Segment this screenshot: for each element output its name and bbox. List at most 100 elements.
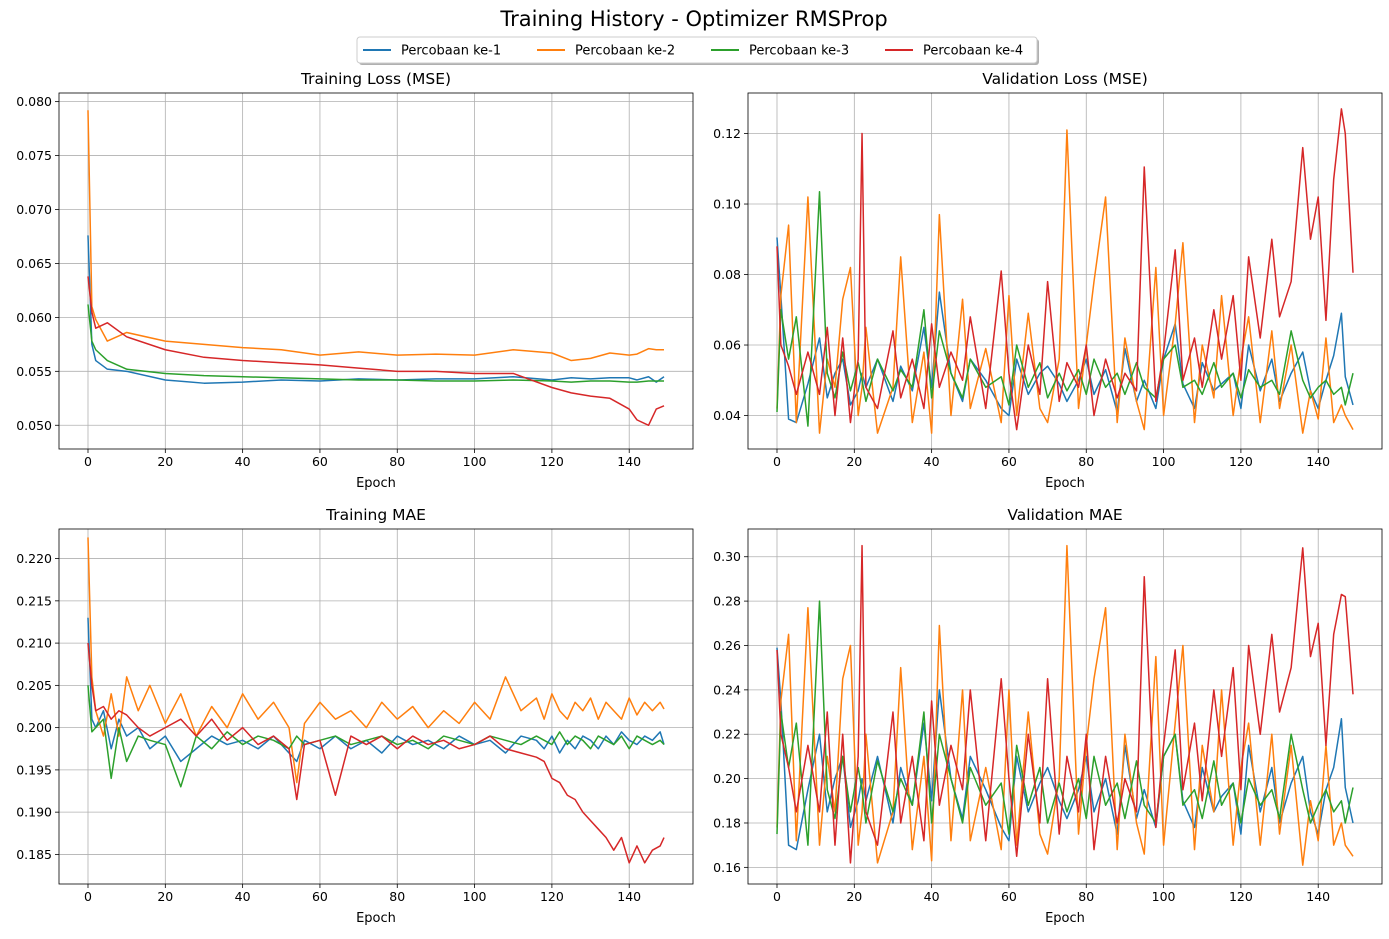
- series-line-4: [87, 643, 665, 864]
- legend-label: Percobaan ke-3: [749, 44, 849, 59]
- y-tick-label: 0.190: [16, 805, 52, 820]
- legend-box: [356, 36, 1038, 64]
- axes-frame: [58, 528, 694, 885]
- subplot-title: Training MAE: [325, 506, 426, 524]
- x-tick-label: 120: [1229, 454, 1253, 469]
- series-group: [776, 108, 1354, 434]
- series-line-2: [776, 129, 1354, 434]
- y-tick-label: 0.080: [16, 94, 52, 109]
- x-tick-label: 60: [1001, 889, 1017, 904]
- subplot-2: 0 20 40 60 80 100 120 140 0.04 0.06 0.08 0.10 0.12 Va…: [713, 70, 1383, 491]
- x-tick-label: 40: [235, 454, 251, 469]
- x-tick-label: 140: [1306, 889, 1330, 904]
- legend-entry: Percobaan ke-1: [363, 44, 501, 59]
- axes-frame: [747, 92, 1383, 450]
- grid: [59, 529, 693, 884]
- series-line-1: [776, 237, 1354, 424]
- x-tick-label: 100: [463, 454, 487, 469]
- y-tick-label: 0.20: [713, 771, 741, 786]
- x-tick-label: 0: [84, 454, 92, 469]
- x-tick-label: 0: [84, 889, 92, 904]
- x-tick-label: 80: [389, 454, 405, 469]
- legend: Percobaan ke-1 Percobaan ke-2 Percobaan ke…: [356, 36, 1039, 65]
- y-tick-label: 0.220: [16, 551, 52, 566]
- x-tick-label: 20: [157, 454, 173, 469]
- x-axis-label: Epoch: [1045, 476, 1085, 491]
- x-tick-label: 20: [846, 889, 862, 904]
- legend-entry: Percobaan ke-2: [537, 44, 675, 59]
- x-axis-label: Epoch: [1045, 911, 1085, 926]
- x-tick-label: 0: [773, 889, 781, 904]
- grid: [59, 93, 693, 449]
- y-tick-label: 0.24: [713, 682, 741, 697]
- subplot-1: 0 20 40 60 80 100 120 140 0.050 0.055 0.060 0.065 0.…: [16, 70, 694, 491]
- y-tick-label: 0.055: [16, 364, 52, 379]
- y-tick-label: 0.18: [713, 815, 741, 830]
- y-tick-label: 0.16: [713, 860, 741, 875]
- x-tick-label: 140: [617, 889, 641, 904]
- series-line-3: [776, 600, 1354, 846]
- x-axis-label: Epoch: [356, 476, 396, 491]
- y-tick-label: 0.28: [713, 594, 741, 609]
- subplot-3: 0 20 40 60 80 100 120 140 0.185 0.190 0.195 0.200 0.…: [16, 506, 694, 926]
- series-line-4: [776, 108, 1354, 431]
- legend-label: Percobaan ke-1: [401, 44, 501, 59]
- y-tick-label: 0.26: [713, 638, 741, 653]
- series-line-3: [776, 190, 1354, 427]
- y-tick-label: 0.04: [713, 408, 741, 423]
- series-line-4: [776, 544, 1354, 864]
- x-axis-label: Epoch: [356, 911, 396, 926]
- x-tick-label: 100: [1152, 454, 1176, 469]
- legend-entry: Percobaan ke-4: [885, 44, 1023, 59]
- legend-label: Percobaan ke-2: [575, 44, 675, 59]
- y-tick-label: 0.060: [16, 310, 52, 325]
- figure-title: Training History - Optimizer RMSProp: [499, 7, 887, 31]
- y-tick-label: 0.12: [713, 126, 741, 141]
- axes-frame: [747, 528, 1383, 885]
- x-tick-label: 120: [1229, 889, 1253, 904]
- y-tick-label: 0.050: [16, 418, 52, 433]
- series-line-4: [87, 276, 665, 427]
- x-tick-label: 120: [540, 454, 564, 469]
- y-tick-label: 0.200: [16, 720, 52, 735]
- x-tick-label: 40: [235, 889, 251, 904]
- y-tick-label: 0.195: [16, 762, 52, 777]
- y-tick-label: 0.06: [713, 338, 741, 353]
- series-line-2: [776, 544, 1354, 866]
- axes-frame: [58, 92, 694, 450]
- y-tick-label: 0.185: [16, 847, 52, 862]
- x-tick-label: 100: [463, 889, 487, 904]
- y-tick-label: 0.065: [16, 256, 52, 271]
- x-tick-label: 140: [617, 454, 641, 469]
- legend-label: Percobaan ke-4: [923, 44, 1023, 59]
- subplot-title: Validation MAE: [1007, 506, 1122, 524]
- subplot-4: 0 20 40 60 80 100 120 140 0.16 0.18 0.20 0.22 0.24 0.…: [713, 506, 1383, 926]
- y-tick-label: 0.215: [16, 593, 52, 608]
- grid: [748, 93, 1382, 449]
- y-tick-label: 0.205: [16, 678, 52, 693]
- y-tick-label: 0.08: [713, 267, 741, 282]
- subplot-title: Training Loss (MSE): [300, 70, 451, 88]
- y-tick-label: 0.30: [713, 549, 741, 564]
- subplot-title: Validation Loss (MSE): [982, 70, 1148, 88]
- x-tick-label: 80: [1078, 454, 1094, 469]
- legend-entry: Percobaan ke-3: [711, 44, 849, 59]
- y-tick-label: 0.075: [16, 148, 52, 163]
- series-line-1: [87, 235, 665, 384]
- y-tick-label: 0.210: [16, 636, 52, 651]
- x-tick-label: 40: [924, 454, 940, 469]
- x-tick-label: 140: [1306, 454, 1330, 469]
- x-tick-label: 60: [312, 454, 328, 469]
- y-tick-label: 0.22: [713, 727, 741, 742]
- x-tick-label: 0: [773, 454, 781, 469]
- series-line-1: [776, 647, 1354, 851]
- series-group: [87, 110, 665, 427]
- subplots: 0 20 40 60 80 100 120 1400.0500.0550.0600.0650.…: [16, 70, 1383, 926]
- x-tick-label: 60: [1001, 454, 1017, 469]
- x-tick-label: 40: [924, 889, 940, 904]
- x-tick-label: 80: [389, 889, 405, 904]
- y-tick-label: 0.070: [16, 202, 52, 217]
- series-line-3: [87, 304, 665, 383]
